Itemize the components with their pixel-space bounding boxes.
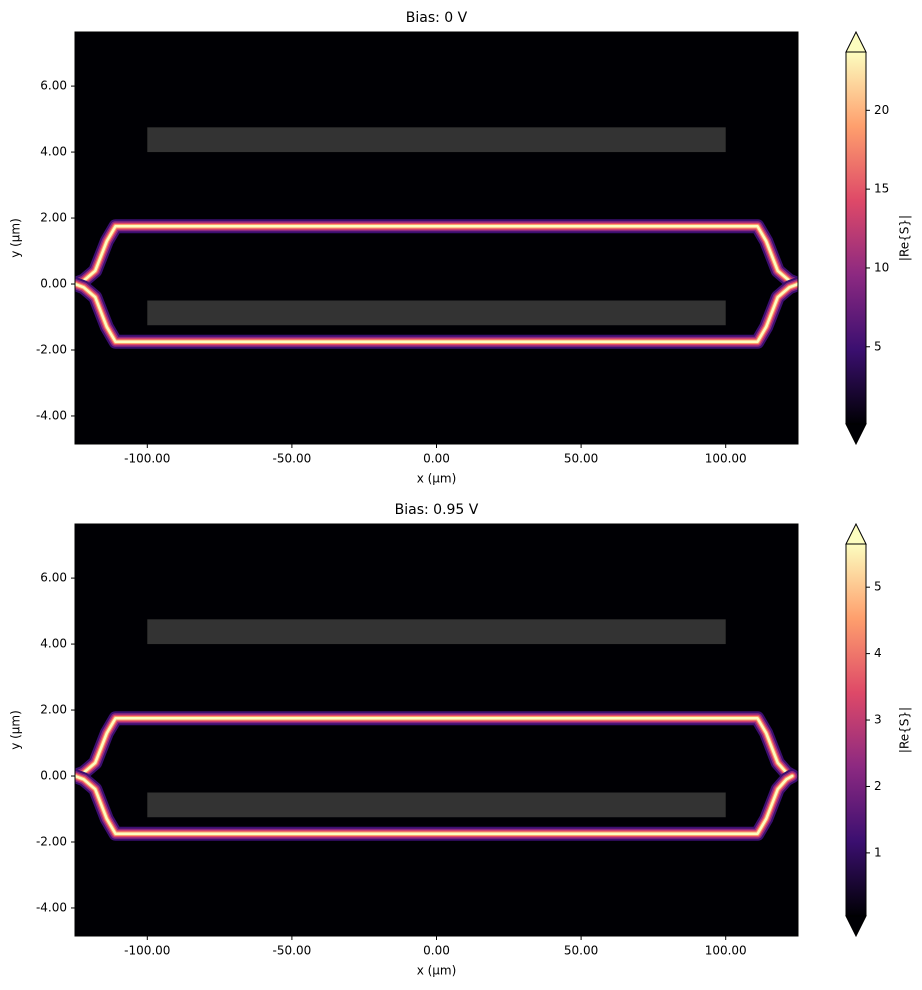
colorbar-frame (845, 52, 867, 424)
colorbar-tick-label: 5 (874, 339, 882, 353)
electrode (147, 792, 726, 818)
y-axis-label: y (µm) (9, 218, 23, 258)
plot-background (75, 32, 798, 444)
y-tick-label: 0.00 (40, 769, 67, 783)
x-tick-label: 0.00 (423, 944, 450, 958)
x-axis-label: x (µm) (417, 964, 457, 978)
y-tick-label: 0.00 (40, 277, 67, 291)
x-axis-label: x (µm) (417, 472, 457, 486)
x-tick-label: -100.00 (124, 452, 170, 466)
colorbar (846, 52, 866, 424)
colorbar-tick-label: 4 (874, 646, 882, 660)
y-tick-label: -4.00 (36, 408, 67, 422)
x-tick-label: 0.00 (423, 452, 450, 466)
colorbar-tick-label: 20 (874, 103, 889, 117)
electrode (147, 619, 726, 645)
x-tick-label: 50.00 (564, 944, 598, 958)
colorbar (846, 544, 866, 916)
colorbar-tick-label: 2 (874, 779, 882, 793)
electrode (147, 300, 726, 326)
colorbar-frame (845, 544, 867, 916)
y-tick-label: 4.00 (40, 145, 67, 159)
field-path (75, 282, 798, 343)
chart-title: Bias: 0.95 V (395, 502, 479, 518)
colorbar-tick-label: 15 (874, 182, 889, 196)
colorbar-tick-label: 10 (874, 260, 889, 274)
y-axis-label: y (µm) (9, 710, 23, 750)
x-tick-label: 100.00 (705, 944, 747, 958)
colorbar-extend-bottom (845, 423, 867, 446)
colorbar-tick-label: 1 (874, 845, 882, 859)
chart-title: Bias: 0 V (406, 10, 468, 26)
colorbar-label: |Re{S}| (898, 707, 912, 753)
x-tick-label: 100.00 (705, 452, 747, 466)
field-path (75, 717, 794, 778)
plot-area (75, 619, 798, 841)
plot-area (75, 127, 798, 349)
y-tick-label: 6.00 (40, 79, 67, 93)
colorbar-tick-label: 3 (874, 713, 882, 727)
colorbar-label: |Re{S}| (898, 215, 912, 261)
y-tick-label: 4.00 (40, 637, 67, 651)
y-tick-label: 2.00 (40, 211, 67, 225)
x-tick-label: -100.00 (124, 944, 170, 958)
colorbar-extend-bottom (845, 915, 867, 938)
colorbar-extend-top (845, 30, 867, 53)
y-tick-label: 2.00 (40, 703, 67, 717)
electrode (147, 127, 726, 153)
colorbar-extend-top (845, 522, 867, 545)
y-tick-label: -2.00 (36, 342, 67, 356)
field-path (75, 774, 794, 835)
x-tick-label: -50.00 (273, 452, 312, 466)
field-path (75, 225, 798, 286)
y-tick-label: -2.00 (36, 834, 67, 848)
x-tick-label: -50.00 (273, 944, 312, 958)
colorbar-tick-label: 5 (874, 580, 882, 594)
plot-background (75, 524, 798, 936)
y-tick-label: 6.00 (40, 571, 67, 585)
x-tick-label: 50.00 (564, 452, 598, 466)
y-tick-label: -4.00 (36, 900, 67, 914)
